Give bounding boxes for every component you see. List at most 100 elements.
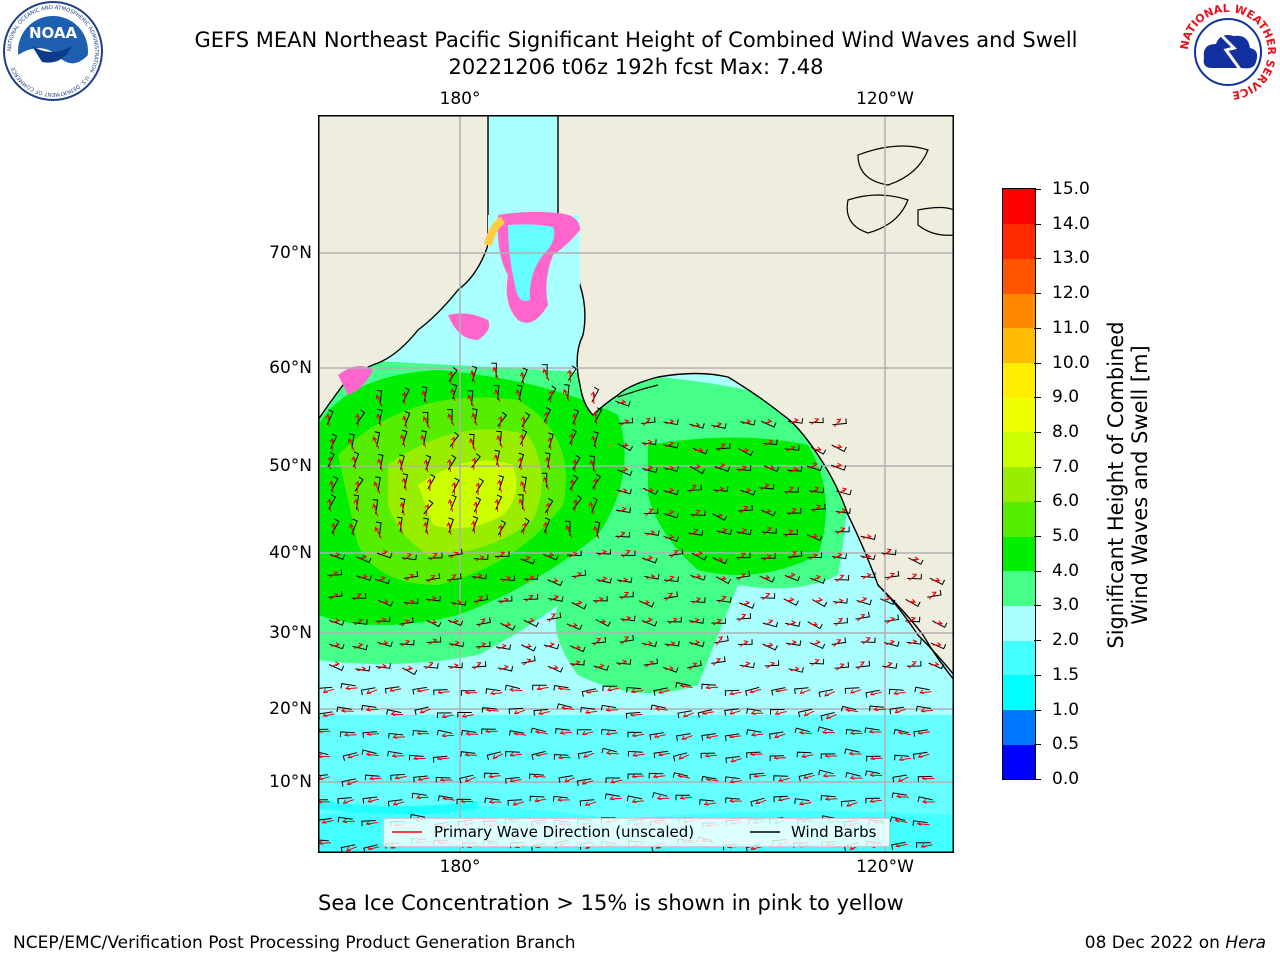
colorbar-segment (1003, 640, 1035, 676)
wave-direction-arrow (330, 661, 340, 667)
wind-barb (818, 689, 833, 698)
wave-direction-arrow (399, 502, 405, 516)
wind-barb (917, 796, 933, 802)
wave-direction-arrow (789, 418, 800, 424)
wave-direction-arrow (461, 713, 474, 718)
wave-direction-arrow (610, 779, 623, 784)
wind-barb (411, 792, 427, 799)
wave-direction-arrow (477, 642, 487, 650)
wave-direction-arrow (545, 552, 555, 558)
wave-direction-arrow (420, 434, 427, 448)
wave-direction-arrow (581, 730, 594, 736)
wave-direction-arrow (845, 707, 859, 713)
wave-direction-arrow (714, 557, 724, 562)
wave-direction-arrow (328, 480, 334, 494)
wave-direction-arrow (730, 757, 742, 763)
wave-direction-arrow (738, 528, 748, 535)
colorbar-tick-label: 11.0 (1052, 317, 1090, 338)
wind-barb (328, 663, 345, 671)
wave-direction-arrow (886, 617, 896, 624)
wind-barb (724, 776, 740, 782)
wind-barb (818, 769, 834, 776)
wave-direction-arrow (598, 576, 608, 583)
wave-direction-arrow (405, 599, 415, 606)
wave-direction-arrow (353, 498, 359, 512)
wind-barb (593, 431, 599, 447)
wave-direction-arrow (753, 773, 766, 778)
wave-direction-arrow (763, 527, 773, 535)
wind-barb (517, 384, 523, 401)
wave-direction-arrow (357, 666, 367, 672)
wave-direction-arrow (789, 550, 797, 560)
wind-barb (787, 466, 803, 472)
wave-direction-arrow (460, 798, 474, 804)
wave-direction-arrow (739, 640, 749, 647)
lon-label-180-bottom: 180° (439, 857, 481, 877)
wind-barb (532, 684, 547, 691)
wave-direction-arrow (548, 390, 553, 403)
wind-barb (552, 795, 568, 802)
wind-barb (701, 775, 717, 782)
wind-barb (496, 430, 502, 446)
wave-direction-arrow (470, 520, 476, 534)
wave-direction-arrow (917, 730, 930, 735)
wind-barb (794, 727, 810, 734)
wave-direction-arrow (848, 750, 862, 756)
wind-barb (507, 799, 523, 806)
wave-direction-arrow (869, 755, 883, 761)
wind-barb (691, 552, 708, 561)
wave-direction-arrow (354, 480, 360, 494)
wave-direction-arrow (836, 574, 845, 582)
lat-label-40n: 40°N (269, 543, 312, 563)
wave-direction-arrow (327, 456, 332, 470)
colorbar-segment (1003, 674, 1035, 711)
wind-barb (700, 752, 716, 759)
wind-barb (787, 550, 803, 558)
colorbar-tick-label: 8.0 (1052, 421, 1080, 442)
wind-barb (725, 756, 740, 764)
wave-direction-arrow (907, 616, 917, 624)
wind-barb (798, 772, 813, 782)
wave-direction-arrow (568, 551, 579, 558)
wave-direction-arrow (446, 521, 452, 535)
wave-direction-arrow (451, 481, 457, 495)
wave-direction-arrow (473, 573, 483, 579)
wave-direction-arrow (389, 687, 402, 692)
wave-direction-arrow (508, 687, 523, 692)
wave-direction-arrow (812, 504, 822, 513)
wind-barb (340, 683, 356, 689)
wind-barb (435, 776, 451, 783)
wave-direction-arrow (488, 799, 502, 804)
wave-direction-arrow (449, 618, 459, 624)
wave-direction-arrow (492, 753, 504, 760)
colorbar-tick (1034, 501, 1041, 503)
wave-direction-arrow (471, 457, 477, 470)
wind-barb (889, 816, 906, 822)
wind-barb (360, 687, 376, 696)
wind-barb (589, 455, 596, 471)
wave-direction-arrow (862, 637, 872, 645)
wind-barb (844, 748, 860, 754)
wave-direction-arrow (450, 551, 459, 559)
colorbar-tick (1034, 397, 1041, 399)
wave-direction-arrow (497, 524, 503, 538)
wind-barb (341, 778, 356, 787)
wave-direction-arrow (378, 549, 389, 556)
wind-barb (472, 408, 478, 424)
wave-direction-arrow (403, 553, 413, 561)
wave-direction-arrow (897, 730, 911, 736)
wind-barb (467, 390, 474, 405)
wave-direction-arrow (814, 597, 824, 603)
wave-direction-arrow (810, 486, 820, 494)
wave-direction-arrow (882, 595, 892, 602)
wind-barb (412, 730, 428, 736)
wind-barb (864, 727, 880, 733)
asia-landmass (318, 115, 489, 422)
wave-direction-arrow (617, 506, 627, 513)
run-host: Hera (1225, 933, 1266, 953)
wind-barb (437, 712, 452, 718)
wave-direction-arrow (401, 477, 407, 491)
wave-direction-arrow (448, 574, 457, 583)
wind-barb (387, 799, 403, 807)
wave-direction-arrow (658, 689, 670, 694)
